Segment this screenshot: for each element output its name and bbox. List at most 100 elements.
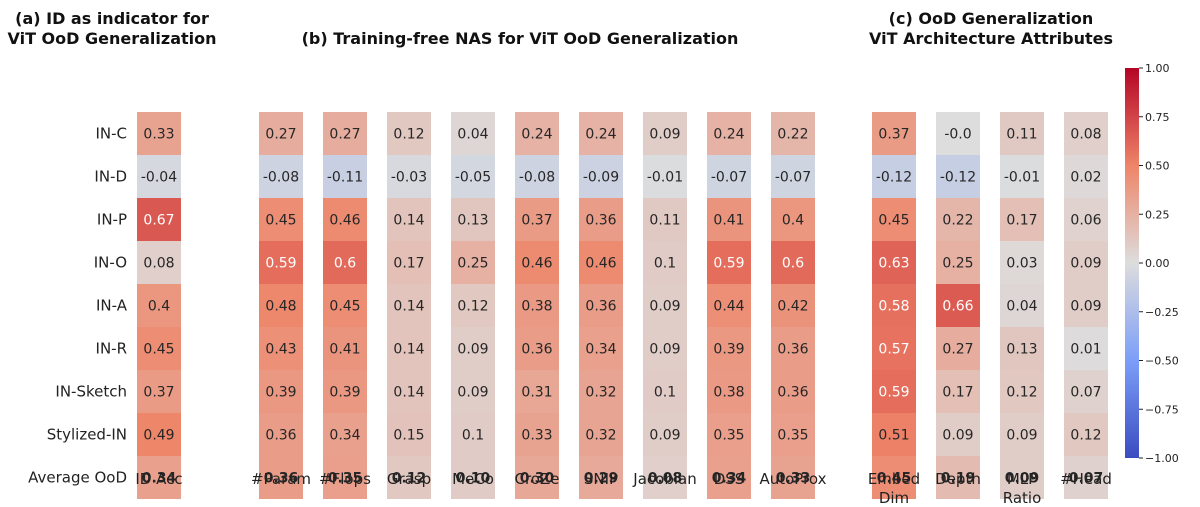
cell-value-label: 0.39 bbox=[329, 385, 360, 401]
heatmap-cell bbox=[771, 112, 815, 155]
cell-value-label: -0.07 bbox=[775, 170, 811, 186]
cell-value-label: 0.1 bbox=[654, 256, 676, 272]
heatmap-cell bbox=[259, 413, 303, 456]
cell-value-label: 0.39 bbox=[265, 385, 296, 401]
heatmap-cell bbox=[1000, 241, 1044, 284]
heatmap-cell bbox=[579, 112, 623, 155]
heatmap-cell bbox=[1064, 198, 1108, 241]
heatmap-cell bbox=[707, 155, 751, 198]
column-label: Grasp bbox=[387, 470, 431, 488]
heatmap-cell bbox=[936, 456, 980, 499]
column-label: Embed bbox=[868, 470, 920, 488]
cell-value-label: -0.05 bbox=[455, 170, 491, 186]
cell-value-label: 0.57 bbox=[878, 342, 909, 358]
cell-value-label: 0.12 bbox=[457, 299, 488, 315]
panel-title: (b) Training-free NAS for ViT OoD Genera… bbox=[302, 29, 739, 48]
colorbar-tick-label: −0.25 bbox=[1145, 306, 1179, 319]
colorbar-gradient bbox=[1125, 68, 1139, 458]
heatmap-cell bbox=[137, 413, 181, 456]
heatmap-cell bbox=[872, 241, 916, 284]
heatmap-cell bbox=[707, 413, 751, 456]
heatmap-cell bbox=[515, 370, 559, 413]
heatmap-cell bbox=[323, 370, 367, 413]
heatmap-cell bbox=[451, 413, 495, 456]
cell-value-label: 0.04 bbox=[1006, 299, 1037, 315]
cell-value-label: 0.11 bbox=[649, 213, 680, 229]
cell-value-label: 0.17 bbox=[1006, 213, 1037, 229]
heatmap-cell bbox=[872, 284, 916, 327]
heatmap-cell bbox=[936, 327, 980, 370]
cell-value-label: 0.51 bbox=[878, 428, 909, 444]
cell-value-label: 0.35 bbox=[713, 428, 744, 444]
heatmap-cell bbox=[515, 327, 559, 370]
cell-value-label: 0.27 bbox=[329, 127, 360, 143]
heatmap-cell bbox=[137, 456, 181, 499]
heatmap-cell bbox=[936, 155, 980, 198]
cell-value-label: 0.36 bbox=[265, 428, 296, 444]
heatmap-cell bbox=[936, 413, 980, 456]
panel-title: ViT OoD Generalization bbox=[7, 29, 216, 48]
cell-value-label: 0.37 bbox=[143, 385, 174, 401]
column-label: MLP bbox=[1007, 470, 1037, 488]
heatmap-cell bbox=[259, 284, 303, 327]
cell-value-label: 0.39 bbox=[713, 342, 744, 358]
heatmap-cell bbox=[707, 198, 751, 241]
cell-value-label: 0.37 bbox=[521, 213, 552, 229]
heatmap-cell bbox=[451, 112, 495, 155]
cell-value-label: -0.12 bbox=[876, 170, 912, 186]
cell-value-label: 0.10 bbox=[456, 471, 491, 487]
colorbar-tick-label: −1.00 bbox=[1145, 452, 1179, 465]
cell-value-label: 0.45 bbox=[265, 213, 296, 229]
heatmap-cell bbox=[707, 370, 751, 413]
cell-value-label: 0.33 bbox=[521, 428, 552, 444]
heatmap-cell bbox=[579, 155, 623, 198]
cell-value-label: 0.45 bbox=[877, 471, 912, 487]
cell-value-label: 0.1 bbox=[462, 428, 484, 444]
heatmap-cell bbox=[936, 370, 980, 413]
heatmap-cell bbox=[451, 456, 495, 499]
heatmap-cell bbox=[387, 241, 431, 284]
heatmap-cell bbox=[259, 327, 303, 370]
cell-value-label: 0.45 bbox=[329, 299, 360, 315]
heatmap-cell bbox=[1000, 413, 1044, 456]
heatmap-cell bbox=[137, 155, 181, 198]
heatmap-cell bbox=[387, 112, 431, 155]
cell-value-label: 0.36 bbox=[777, 385, 808, 401]
column-label: ID Acc bbox=[135, 470, 182, 488]
cell-value-label: 0.03 bbox=[1006, 256, 1037, 272]
heatmap-cell bbox=[872, 456, 916, 499]
heatmap-cell bbox=[1000, 370, 1044, 413]
cell-value-label: 0.41 bbox=[713, 213, 744, 229]
heatmap-cell bbox=[872, 413, 916, 456]
heatmap-cell bbox=[643, 198, 687, 241]
heatmap-cell bbox=[707, 112, 751, 155]
cell-value-label: 0.36 bbox=[585, 299, 616, 315]
heatmap-cell bbox=[707, 456, 751, 499]
cell-value-label: 0.17 bbox=[942, 385, 973, 401]
cell-value-label: 0.31 bbox=[521, 385, 552, 401]
row-label: IN-R bbox=[96, 340, 127, 358]
heatmap-cell bbox=[1000, 112, 1044, 155]
cell-value-label: 0.42 bbox=[777, 299, 808, 315]
row-label: IN-A bbox=[96, 297, 128, 315]
colorbar-tick-label: 0.25 bbox=[1145, 208, 1170, 221]
cell-value-label: 0.09 bbox=[649, 299, 680, 315]
panel-title: ViT Architecture Attributes bbox=[869, 29, 1113, 48]
heatmap-cell bbox=[451, 327, 495, 370]
cell-value-label: 0.45 bbox=[143, 342, 174, 358]
cell-value-label: 0.08 bbox=[143, 256, 174, 272]
cell-value-label: 0.27 bbox=[942, 342, 973, 358]
heatmap-cell bbox=[1064, 284, 1108, 327]
colorbar-tick-label: 1.00 bbox=[1145, 62, 1170, 75]
heatmap-cell bbox=[137, 112, 181, 155]
cell-value-label: 0.34 bbox=[712, 471, 747, 487]
heatmap-cell bbox=[451, 155, 495, 198]
heatmap-cell bbox=[387, 155, 431, 198]
cell-value-label: 0.36 bbox=[521, 342, 552, 358]
cell-value-label: 0.08 bbox=[1070, 127, 1101, 143]
cell-value-label: 0.66 bbox=[942, 299, 973, 315]
heatmap-cell bbox=[771, 327, 815, 370]
cell-value-label: 0.1 bbox=[654, 385, 676, 401]
cell-value-label: 0.4 bbox=[148, 299, 170, 315]
